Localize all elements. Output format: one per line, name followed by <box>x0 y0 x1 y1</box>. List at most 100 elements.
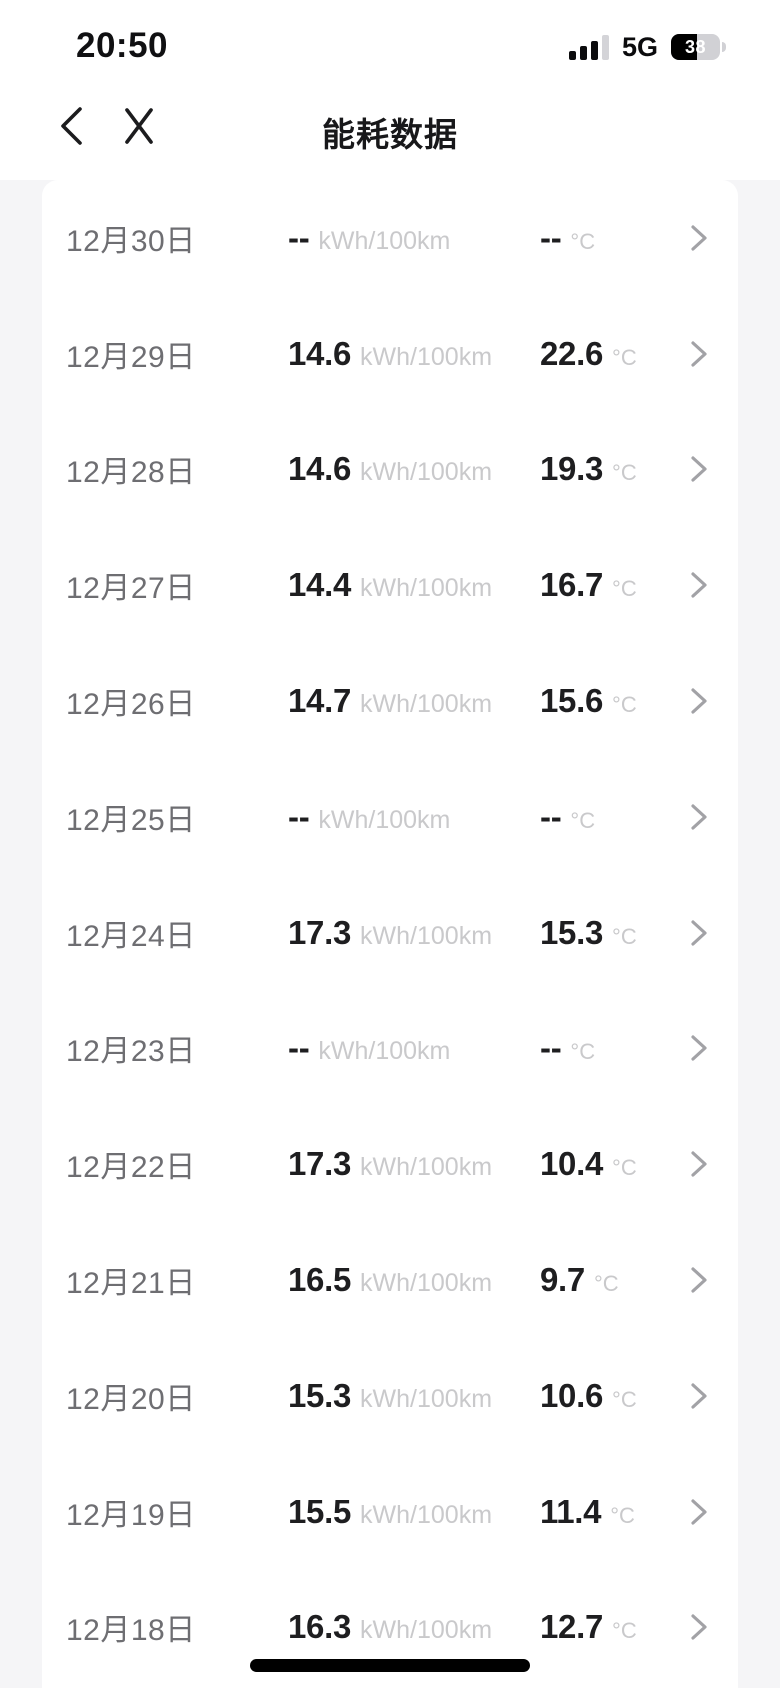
row-energy-value: 15.5 <box>288 1492 352 1530</box>
close-button[interactable] <box>116 103 162 151</box>
row-energy-value: 14.4 <box>288 566 352 604</box>
row-temp-group: 10.6 °C <box>540 1377 637 1415</box>
energy-day-row[interactable]: 12月21日 16.5 kWh/100km 9.7 °C <box>42 1222 738 1338</box>
chevron-right-icon <box>688 452 710 486</box>
row-temp-unit: °C <box>612 1155 637 1181</box>
energy-day-row[interactable]: 12月26日 14.7 kWh/100km 15.6 °C <box>42 643 738 759</box>
content-area: 12月30日 -- kWh/100km -- °C 12月29日 14.6 kW… <box>0 180 780 1688</box>
row-energy-group: -- kWh/100km <box>288 1029 450 1067</box>
chevron-right-icon <box>688 800 710 834</box>
row-energy-unit: kWh/100km <box>360 921 493 950</box>
row-energy-unit: kWh/100km <box>360 1500 493 1529</box>
row-energy-value: 14.6 <box>288 334 352 372</box>
row-temp-value: -- <box>540 797 562 835</box>
row-temp-unit: °C <box>610 1502 635 1528</box>
energy-day-row[interactable]: 12月28日 14.6 kWh/100km 19.3 °C <box>42 412 738 528</box>
nav-bar: 能耗数据 <box>0 95 780 167</box>
row-temp-group: -- °C <box>540 798 595 836</box>
chevron-right-icon <box>688 1379 710 1413</box>
chevron-right-icon <box>688 221 710 255</box>
row-temp-group: -- °C <box>540 219 595 257</box>
row-energy-unit: kWh/100km <box>360 342 493 371</box>
chevron-right-icon <box>688 684 710 718</box>
row-temp-group: 15.6 °C <box>540 682 637 720</box>
row-date-label: 12月28日 <box>66 456 196 490</box>
app-header: 20:50 5G 38 <box>0 0 780 180</box>
row-energy-value: -- <box>288 218 310 256</box>
energy-day-row[interactable]: 12月30日 -- kWh/100km -- °C <box>42 180 738 296</box>
row-temp-value: 16.7 <box>540 566 604 604</box>
chevron-right-icon <box>688 1610 710 1644</box>
row-energy-group: -- kWh/100km <box>288 798 450 836</box>
home-indicator[interactable] <box>250 1659 530 1672</box>
cellular-signal-icon <box>568 34 609 60</box>
row-temp-value: 12.7 <box>540 1608 604 1646</box>
row-energy-group: 14.7 kWh/100km <box>288 682 492 720</box>
row-energy-group: 14.6 kWh/100km <box>288 450 492 488</box>
row-temp-unit: °C <box>612 576 637 602</box>
chevron-left-icon <box>56 105 86 150</box>
row-temp-group: 10.4 °C <box>540 1145 637 1183</box>
row-temp-unit: °C <box>570 228 596 254</box>
energy-day-row[interactable]: 12月29日 14.6 kWh/100km 22.6 °C <box>42 296 738 412</box>
chevron-right-icon <box>688 1495 710 1529</box>
battery-cap <box>722 42 726 52</box>
row-temp-group: 9.7 °C <box>540 1261 619 1299</box>
row-energy-unit: kWh/100km <box>360 690 493 719</box>
row-date-label: 12月22日 <box>66 1151 196 1185</box>
row-energy-group: 17.3 kWh/100km <box>288 1145 492 1183</box>
row-temp-unit: °C <box>612 1618 637 1644</box>
row-temp-value: 10.4 <box>540 1145 604 1183</box>
row-temp-value: 15.3 <box>540 913 604 951</box>
back-button[interactable] <box>48 103 94 151</box>
row-energy-value: 16.3 <box>288 1608 352 1646</box>
row-temp-group: 16.7 °C <box>540 566 637 604</box>
row-date-label: 12月21日 <box>66 1267 196 1301</box>
row-date-label: 12月30日 <box>66 224 196 258</box>
row-temp-group: -- °C <box>540 1029 595 1067</box>
chevron-right-icon <box>688 568 710 602</box>
row-temp-unit: °C <box>570 1039 596 1065</box>
row-energy-group: 15.3 kWh/100km <box>288 1377 492 1415</box>
row-temp-group: 11.4 °C <box>540 1493 635 1531</box>
network-type-label: 5G <box>621 31 658 62</box>
page-title: 能耗数据 <box>322 116 458 153</box>
row-temp-unit: °C <box>612 1386 637 1412</box>
row-temp-group: 15.3 °C <box>540 914 637 952</box>
battery-percent-label: 38 <box>684 36 707 57</box>
row-energy-unit: kWh/100km <box>360 574 493 603</box>
row-energy-group: 15.5 kWh/100km <box>288 1493 492 1531</box>
energy-day-row[interactable]: 12月19日 15.5 kWh/100km 11.4 °C <box>42 1454 738 1570</box>
row-date-label: 12月27日 <box>66 572 196 606</box>
row-temp-group: 12.7 °C <box>540 1608 637 1646</box>
row-energy-group: 16.3 kWh/100km <box>288 1608 492 1646</box>
row-energy-value: -- <box>288 1029 310 1067</box>
row-energy-unit: kWh/100km <box>360 1616 493 1645</box>
energy-day-row[interactable]: 12月27日 14.4 kWh/100km 16.7 °C <box>42 527 738 643</box>
energy-day-row[interactable]: 12月20日 15.3 kWh/100km 10.6 °C <box>42 1338 738 1454</box>
row-energy-unit: kWh/100km <box>318 805 451 834</box>
energy-day-row[interactable]: 12月23日 -- kWh/100km -- °C <box>42 991 738 1107</box>
row-date-label: 12月24日 <box>66 919 196 953</box>
row-date-label: 12月20日 <box>66 1382 196 1416</box>
row-energy-unit: kWh/100km <box>318 226 451 255</box>
row-temp-unit: °C <box>612 923 637 949</box>
energy-day-row[interactable]: 12月25日 -- kWh/100km -- °C <box>42 759 738 875</box>
row-energy-value: 14.6 <box>288 450 352 488</box>
row-energy-group: 14.4 kWh/100km <box>288 566 492 604</box>
row-energy-unit: kWh/100km <box>360 458 493 487</box>
row-temp-value: 22.6 <box>540 334 604 372</box>
energy-day-row[interactable]: 12月18日 16.3 kWh/100km 12.7 °C <box>42 1570 738 1686</box>
energy-day-row[interactable]: 12月22日 17.3 kWh/100km 10.4 °C <box>42 1106 738 1222</box>
row-temp-unit: °C <box>612 460 637 486</box>
close-icon <box>119 105 159 150</box>
row-temp-group: 22.6 °C <box>540 335 637 373</box>
energy-data-list: 12月30日 -- kWh/100km -- °C 12月29日 14.6 kW… <box>42 180 738 1688</box>
energy-day-row[interactable]: 12月24日 17.3 kWh/100km 15.3 °C <box>42 875 738 991</box>
row-energy-group: 14.6 kWh/100km <box>288 335 492 373</box>
row-temp-value: 9.7 <box>540 1261 585 1299</box>
chevron-right-icon <box>688 1263 710 1297</box>
row-temp-value: -- <box>540 218 562 256</box>
row-energy-group: -- kWh/100km <box>288 219 450 257</box>
